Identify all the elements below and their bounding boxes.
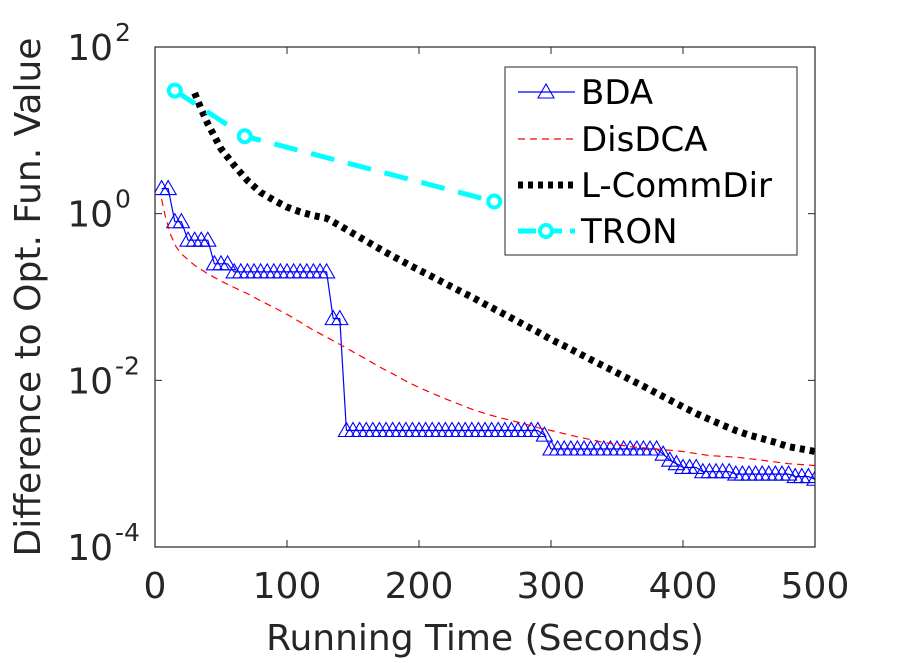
series-line: [161, 188, 815, 480]
data-point: [654, 445, 673, 461]
data-point: [687, 458, 706, 475]
y-tick-base: 10: [67, 528, 113, 569]
y-tick-label: 10: [67, 528, 113, 569]
legend: BDA DisDCA L-CommDir TRON: [504, 66, 798, 256]
y-tick-base: 10: [67, 195, 113, 236]
x-tick-label: 500: [781, 566, 850, 607]
series-l-commdir: [191, 91, 815, 455]
x-axis-label: Running Time (Seconds): [266, 618, 704, 659]
series-line: [191, 91, 815, 455]
data-point: [218, 254, 237, 271]
data-point: [166, 82, 183, 99]
legend-marker: [538, 223, 554, 239]
series-layer: [155, 82, 815, 486]
data-point: [198, 231, 217, 247]
legend-label: DisDCA: [581, 120, 708, 160]
y-tick-label: 10: [67, 28, 113, 69]
x-tick-label: 200: [385, 566, 454, 607]
data-point: [159, 179, 178, 196]
data-point: [667, 454, 686, 471]
legend-marker: [537, 82, 555, 99]
legend-label: TRON: [580, 212, 678, 252]
y-tick-base: 10: [67, 28, 113, 69]
x-tick-label: 400: [649, 566, 718, 607]
data-point: [528, 421, 547, 438]
y-tick-exponent: -4: [115, 518, 140, 547]
data-point: [535, 426, 554, 442]
data-point: [486, 193, 503, 210]
data-point: [647, 439, 666, 456]
y-axis-label: Difference to Opt. Fun. Value: [8, 38, 49, 557]
legend-label: BDA: [581, 73, 653, 113]
y-tick-exponent: 0: [115, 185, 131, 214]
plot-frame: [154, 46, 816, 548]
x-tick-label: 100: [253, 566, 322, 607]
data-point: [236, 128, 253, 145]
y-tick-label: 10: [67, 361, 113, 402]
series-bda: [155, 179, 815, 486]
data-point: [330, 309, 349, 326]
data-point: [172, 212, 191, 229]
data-point: [806, 470, 815, 486]
y-tick-label: 10: [67, 195, 113, 236]
y-tick-base: 10: [67, 361, 113, 402]
y-tick-exponent: 2: [115, 18, 131, 47]
y-tick-exponent: -2: [115, 351, 140, 380]
data-point: [317, 262, 336, 279]
x-tick-label: 0: [144, 566, 167, 607]
legend-label: L-CommDir: [581, 166, 772, 206]
series-tron: [166, 82, 503, 210]
x-tick-label: 300: [517, 566, 586, 607]
